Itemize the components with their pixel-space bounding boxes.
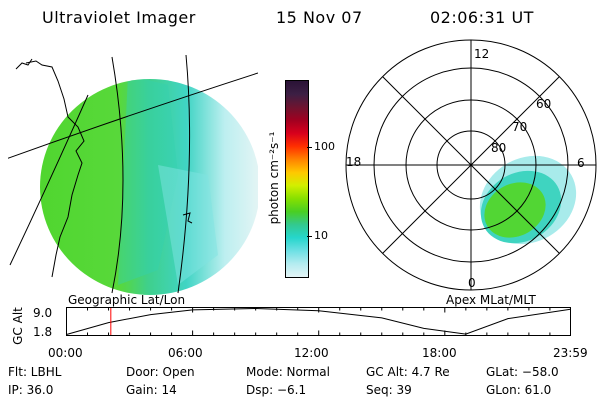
latitude-line (9, 94, 89, 266)
altitude-ylabel: GC Alt (11, 307, 25, 345)
time-tick-0000: 00:00 (48, 346, 83, 360)
meridian-line (111, 56, 124, 294)
geographic-caption: Geographic Lat/Lon (68, 293, 186, 307)
colorbar-gradient (286, 81, 308, 277)
colorbar-tick-10: 10 (314, 229, 328, 242)
dsp-info: Dsp: −6.1 (246, 383, 307, 397)
observation-date: 15 Nov 07 (276, 8, 363, 27)
lat-label-60: 60 (536, 97, 552, 111)
filter-info: Flt: LBHL (8, 365, 62, 379)
mlt-line-diag (382, 76, 560, 254)
colorbar-tick-100: 100 (314, 140, 335, 153)
altitude-curve (66, 307, 571, 335)
latitude-line (8, 72, 258, 159)
altitude-ytick-min: 1.8 (33, 325, 53, 339)
coastline (25, 60, 85, 278)
mode-info: Mode: Normal (246, 365, 330, 379)
aurora-emission (40, 79, 258, 295)
colorbar (285, 80, 309, 278)
time-tick-1800: 18:00 (422, 346, 457, 360)
lat-label-70: 70 (512, 120, 528, 134)
colorbar-tick-mark (307, 236, 312, 237)
time-tick-1200: 12:00 (294, 346, 329, 360)
colorbar-tick-mark (307, 147, 312, 148)
mlt-label-6: 6 (577, 156, 585, 170)
mlt-label-0: 0 (468, 276, 476, 290)
time-tick-2359: 23:59 (553, 346, 588, 360)
polar-plot (345, 39, 597, 291)
observation-time: 02:06:31 UT (430, 8, 534, 27)
meridian-line (177, 55, 191, 294)
glon-info: GLon: 61.0 (486, 383, 552, 397)
gc-alt-info: GC Alt: 4.7 Re (366, 365, 450, 379)
geographic-image (8, 55, 258, 295)
gain-info: Gain: 14 (126, 383, 177, 397)
lat-label-80: 80 (491, 141, 507, 155)
mlt-label-18: 18 (346, 155, 362, 169)
door-info: Door: Open (126, 365, 195, 379)
ip-info: IP: 36.0 (8, 383, 54, 397)
glat-info: GLat: −58.0 (486, 365, 559, 379)
colorbar-label: photon cm⁻²s⁻¹ (267, 131, 281, 225)
altitude-plot (66, 307, 571, 336)
mlt-label-12: 12 (474, 47, 490, 61)
time-tick-0600: 06:00 (168, 346, 203, 360)
apex-caption: Apex MLat/MLT (446, 293, 536, 307)
instrument-title: Ultraviolet Imager (42, 8, 196, 27)
altitude-ytick-max: 9.0 (33, 306, 53, 320)
seq-info: Seq: 39 (366, 383, 412, 397)
